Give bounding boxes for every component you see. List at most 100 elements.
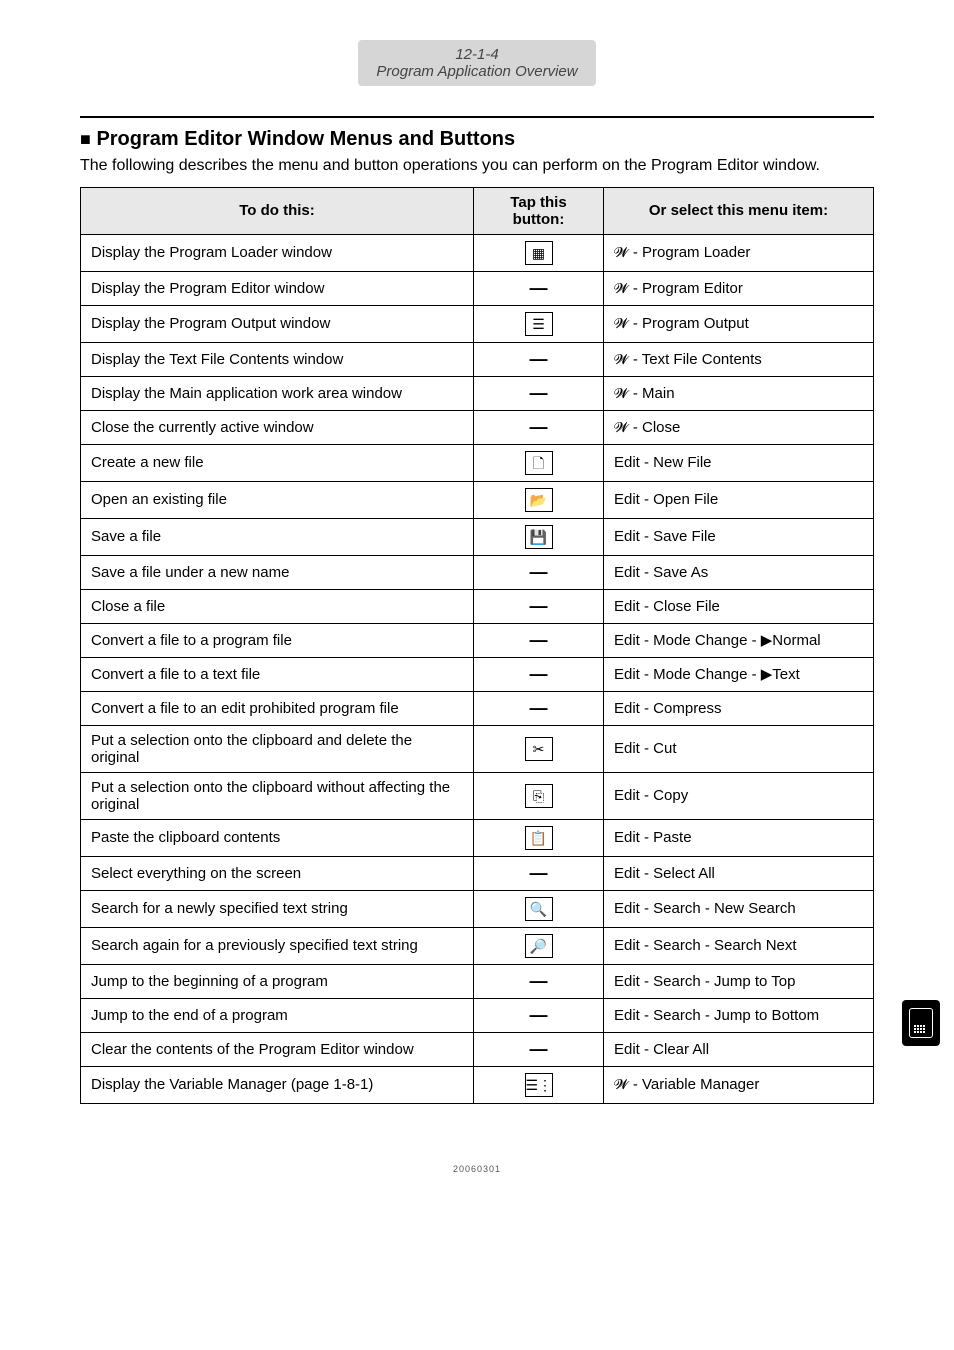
no-button-dash: — — [530, 596, 548, 616]
table-row: Search again for a previously specified … — [81, 927, 874, 964]
menu-item-text: Edit - New File — [614, 454, 712, 471]
toolbar-button-icon[interactable]: 📂 — [525, 488, 553, 512]
section-title: ■ Program Editor Window Menus and Button… — [80, 128, 874, 151]
no-button-dash: — — [530, 562, 548, 582]
menu-prefix-icon: 𝓦 — [614, 385, 629, 401]
toolbar-button-icon[interactable]: ✂ — [525, 737, 553, 761]
page-number: 12-1-4 — [376, 46, 577, 63]
menu-item-text: - Program Editor — [629, 280, 743, 297]
button-cell: — — [474, 964, 604, 998]
table-row: Clear the contents of the Program Editor… — [81, 1032, 874, 1066]
menu-item-text: - Text File Contents — [629, 351, 762, 368]
menu-cell: Edit - Save File — [604, 518, 874, 555]
button-cell: — — [474, 657, 604, 691]
menu-prefix-icon: 𝓦 — [614, 351, 629, 367]
table-row: Convert a file to a text file—Edit - Mod… — [81, 657, 874, 691]
menu-cell: Edit - Search - New Search — [604, 890, 874, 927]
table-row: Put a selection onto the clipboard witho… — [81, 772, 874, 819]
action-cell: Search for a newly specified text string — [81, 890, 474, 927]
no-button-dash: — — [530, 417, 548, 437]
section-intro: The following describes the menu and but… — [80, 155, 874, 177]
action-cell: Search again for a previously specified … — [81, 927, 474, 964]
menu-table: To do this: Tap this button: Or select t… — [80, 187, 874, 1104]
menu-prefix-icon: 𝓦 — [614, 419, 629, 435]
action-cell: Display the Main application work area w… — [81, 376, 474, 410]
menu-item-text: Edit - Mode Change - ▶Normal — [614, 632, 821, 649]
action-cell: Display the Text File Contents window — [81, 342, 474, 376]
menu-cell: Edit - Save As — [604, 555, 874, 589]
table-row: Select everything on the screen—Edit - S… — [81, 856, 874, 890]
menu-cell: Edit - Select All — [604, 856, 874, 890]
action-cell: Paste the clipboard contents — [81, 819, 474, 856]
button-cell: — — [474, 691, 604, 725]
action-cell: Open an existing file — [81, 481, 474, 518]
page-header: 12-1-4 Program Application Overview — [358, 40, 595, 86]
no-button-dash: — — [530, 349, 548, 369]
menu-cell: Edit - New File — [604, 444, 874, 481]
menu-item-text: Edit - Compress — [614, 700, 722, 717]
menu-cell: 𝓦 - Variable Manager — [604, 1066, 874, 1103]
menu-cell: Edit - Cut — [604, 725, 874, 772]
menu-item-text: - Program Loader — [629, 244, 751, 261]
table-row: Open an existing file 📂 Edit - Open File — [81, 481, 874, 518]
menu-cell: Edit - Copy — [604, 772, 874, 819]
action-cell: Clear the contents of the Program Editor… — [81, 1032, 474, 1066]
calculator-icon — [909, 1008, 933, 1038]
action-cell: Convert a file to an edit prohibited pro… — [81, 691, 474, 725]
col-header-menu: Or select this menu item: — [604, 187, 874, 234]
menu-cell: 𝓦 - Program Loader — [604, 234, 874, 271]
bullet-icon: ■ — [80, 129, 91, 149]
footer-date: 20060301 — [80, 1164, 874, 1174]
no-button-dash: — — [530, 863, 548, 883]
table-row: Display the Main application work area w… — [81, 376, 874, 410]
toolbar-button-icon[interactable]: ☰⋮ — [525, 1073, 553, 1097]
action-cell: Jump to the beginning of a program — [81, 964, 474, 998]
button-cell: ▦ — [474, 234, 604, 271]
action-cell: Close a file — [81, 589, 474, 623]
table-row: Convert a file to an edit prohibited pro… — [81, 691, 874, 725]
menu-cell: Edit - Search - Search Next — [604, 927, 874, 964]
no-button-dash: — — [530, 1039, 548, 1059]
side-thumb-tab — [902, 1000, 940, 1046]
button-cell: — — [474, 998, 604, 1032]
table-row: Display the Program Loader window ▦ 𝓦 - Pr… — [81, 234, 874, 271]
col-header-button: Tap this button: — [474, 187, 604, 234]
menu-item-text: Edit - Close File — [614, 598, 720, 615]
menu-item-text: Edit - Paste — [614, 829, 692, 846]
menu-item-text: Edit - Open File — [614, 491, 718, 508]
button-cell: 💾 — [474, 518, 604, 555]
menu-cell: 𝓦 - Program Output — [604, 305, 874, 342]
menu-cell: Edit - Clear All — [604, 1032, 874, 1066]
toolbar-button-icon[interactable]: ⎘ — [525, 784, 553, 808]
toolbar-button-icon[interactable]: 🔎 — [525, 934, 553, 958]
menu-item-text: Edit - Mode Change - ▶Text — [614, 666, 800, 683]
action-cell: Display the Program Editor window — [81, 271, 474, 305]
button-cell: — — [474, 1032, 604, 1066]
menu-cell: Edit - Open File — [604, 481, 874, 518]
col-header-action: To do this: — [81, 187, 474, 234]
menu-cell: 𝓦 - Main — [604, 376, 874, 410]
toolbar-button-icon[interactable]: 📋 — [525, 826, 553, 850]
button-cell: 📂 — [474, 481, 604, 518]
menu-item-text: - Variable Manager — [629, 1076, 760, 1093]
table-row: Close a file — Edit - Close File — [81, 589, 874, 623]
menu-cell: Edit - Close File — [604, 589, 874, 623]
section-title-text: Program Editor Window Menus and Buttons — [96, 128, 515, 150]
menu-cell: 𝓦 - Program Editor — [604, 271, 874, 305]
menu-cell: 𝓦 - Close — [604, 410, 874, 444]
menu-item-text: Edit - Cut — [614, 740, 677, 757]
toolbar-button-icon[interactable]: 💾 — [525, 525, 553, 549]
menu-item-text: - Close — [629, 419, 681, 436]
button-cell: — — [474, 376, 604, 410]
toolbar-button-icon[interactable]: 🗋 — [525, 451, 553, 475]
page-header-title: Program Application Overview — [376, 63, 577, 80]
toolbar-button-icon[interactable]: ☰ — [525, 312, 553, 336]
action-cell: Display the Program Loader window — [81, 234, 474, 271]
button-cell: — — [474, 555, 604, 589]
button-cell: — — [474, 589, 604, 623]
toolbar-button-icon[interactable]: ▦ — [525, 241, 553, 265]
divider — [80, 116, 874, 118]
toolbar-button-icon[interactable]: 🔍 — [525, 897, 553, 921]
no-button-dash: — — [530, 698, 548, 718]
table-row: Jump to the end of a program—Edit - Sear… — [81, 998, 874, 1032]
